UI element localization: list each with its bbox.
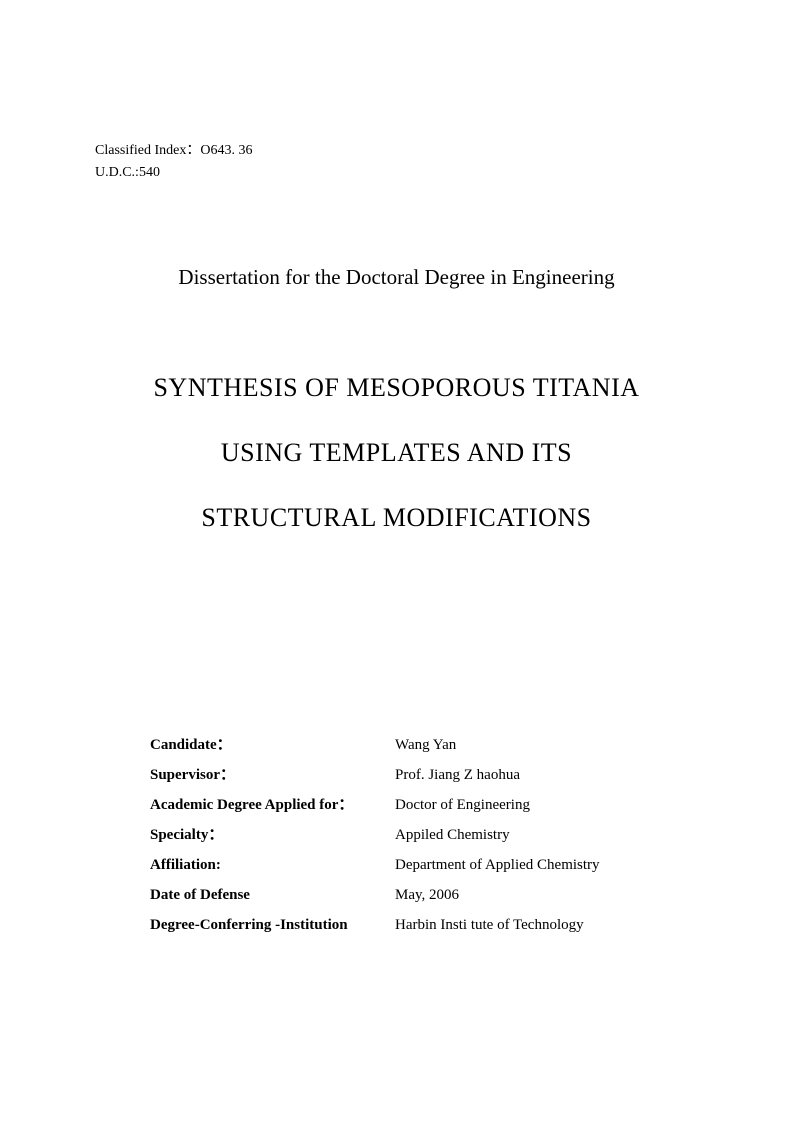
affiliation-label: Affiliation: — [150, 850, 395, 880]
title-line-3: STRUCTURAL MODIFICATIONS — [95, 485, 698, 550]
classified-index-value: O643. 36 — [200, 140, 252, 162]
classified-index-line: Classified Index： O643. 36 — [95, 140, 698, 162]
defense-row: Date of Defense May, 2006 — [150, 880, 698, 910]
info-table: Candidate： Wang Yan Supervisor： Prof. Ji… — [95, 730, 698, 940]
defense-label: Date of Defense — [150, 880, 395, 910]
udc-label: U.D.C.: — [95, 162, 139, 184]
dissertation-title: SYNTHESIS OF MESOPOROUS TITANIA USING TE… — [95, 355, 698, 550]
candidate-label: Candidate： — [150, 730, 395, 760]
candidate-row: Candidate： Wang Yan — [150, 730, 698, 760]
candidate-value: Wang Yan — [395, 730, 456, 760]
degree-row: Academic Degree Applied for： Doctor of E… — [150, 790, 698, 820]
specialty-row: Specialty： Appiled Chemistry — [150, 820, 698, 850]
header-classification: Classified Index： O643. 36 U.D.C.: 540 — [95, 140, 698, 185]
institution-label: Degree-Conferring -Institution — [150, 910, 395, 940]
supervisor-row: Supervisor： Prof. Jiang Z haohua — [150, 760, 698, 790]
title-line-2: USING TEMPLATES AND ITS — [95, 420, 698, 485]
institution-value: Harbin Insti tute of Technology — [395, 910, 584, 940]
udc-line: U.D.C.: 540 — [95, 162, 698, 184]
dissertation-type: Dissertation for the Doctoral Degree in … — [95, 265, 698, 290]
defense-value: May, 2006 — [395, 880, 459, 910]
supervisor-label: Supervisor： — [150, 760, 395, 790]
title-line-1: SYNTHESIS OF MESOPOROUS TITANIA — [95, 355, 698, 420]
specialty-value: Appiled Chemistry — [395, 820, 510, 850]
affiliation-row: Affiliation: Department of Applied Chemi… — [150, 850, 698, 880]
supervisor-value: Prof. Jiang Z haohua — [395, 760, 520, 790]
institution-row: Degree-Conferring -Institution Harbin In… — [150, 910, 698, 940]
affiliation-value: Department of Applied Chemistry — [395, 850, 600, 880]
degree-label: Academic Degree Applied for： — [150, 790, 395, 820]
udc-value: 540 — [139, 162, 160, 184]
classified-index-label: Classified Index： — [95, 140, 200, 162]
specialty-label: Specialty： — [150, 820, 395, 850]
degree-value: Doctor of Engineering — [395, 790, 530, 820]
